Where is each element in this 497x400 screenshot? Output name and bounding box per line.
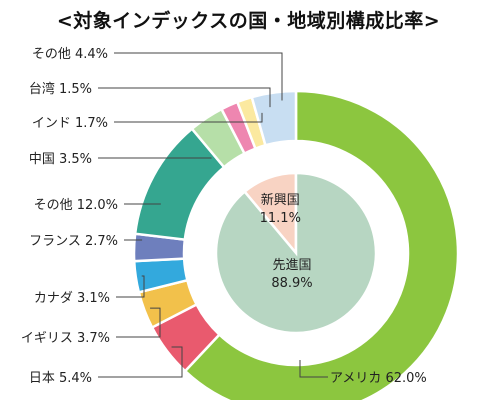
- leader-line: [98, 346, 183, 378]
- leader-line: [114, 52, 283, 101]
- outer-label: イギリス 3.7%: [21, 331, 110, 346]
- inner-pie: [214, 171, 378, 335]
- inner-value: 88.9%: [271, 276, 312, 291]
- leader-line: [116, 307, 161, 338]
- outer-slice: [183, 89, 460, 400]
- leader-line: [114, 112, 263, 123]
- inner-label: 新興国: [261, 192, 300, 208]
- leader-lines: [98, 52, 328, 378]
- outer-label: 日本 5.4%: [29, 371, 92, 386]
- outer-label: その他 12.0%: [34, 198, 118, 213]
- inner-slice: [214, 171, 378, 335]
- outer-label: カナダ 3.1%: [34, 291, 110, 306]
- outer-label: 台湾 1.5%: [29, 81, 92, 97]
- outer-label: アメリカ 62.0%: [330, 371, 427, 386]
- outer-label: その他 4.4%: [32, 47, 108, 62]
- outer-slice: [250, 89, 298, 147]
- chart-title: <対象インデックスの国・地域別構成比率>: [56, 10, 441, 32]
- inner-label: 先進国: [272, 258, 311, 273]
- labels: 新興国 11.1% 先進国 88.9% アメリカ 62.0% 日本 5.4% イギリス 3.…: [21, 47, 427, 386]
- leader-line: [98, 87, 271, 108]
- outer-label: インド 1.7%: [32, 116, 108, 131]
- outer-ring: [132, 89, 460, 400]
- leader-line: [116, 275, 145, 298]
- leader-line: [299, 360, 328, 378]
- outer-label: フランス 2.7%: [29, 234, 118, 249]
- inner-value: 11.1%: [260, 211, 301, 226]
- outer-label: 中国 3.5%: [29, 152, 92, 167]
